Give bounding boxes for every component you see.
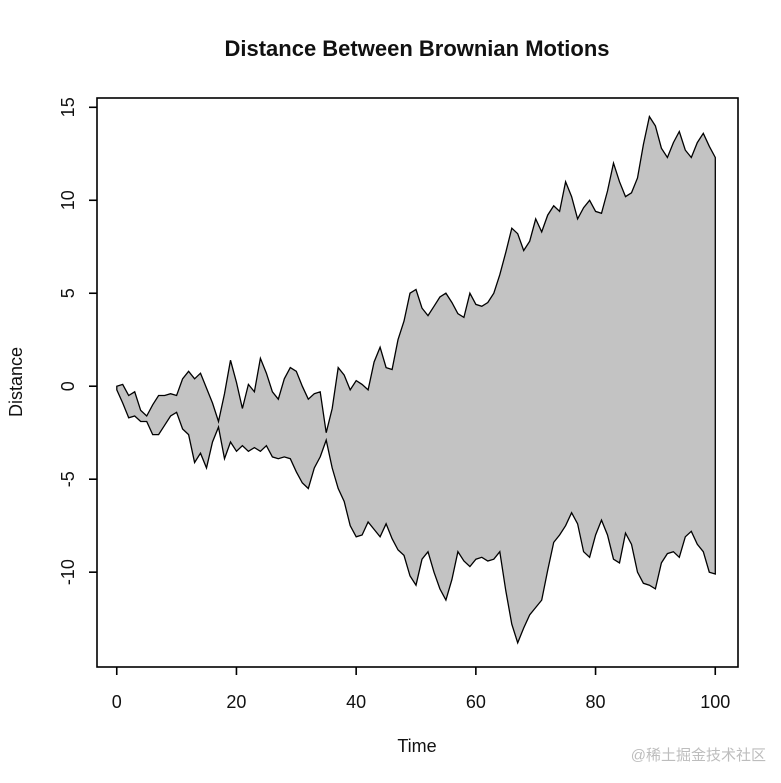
x-axis-label: Time (397, 736, 436, 756)
y-axis-ticks: -10 -5 0 5 10 15 (58, 97, 97, 585)
x-tick-label: 100 (700, 692, 730, 712)
y-axis-label: Distance (6, 347, 26, 417)
y-tick-label: 5 (58, 288, 78, 298)
y-tick-label: 0 (58, 381, 78, 391)
watermark: @稀土掘金技术社区 (631, 747, 766, 764)
y-tick-label: -5 (58, 471, 78, 487)
x-tick-label: 20 (226, 692, 246, 712)
y-tick-label: 15 (58, 97, 78, 117)
x-tick-label: 0 (112, 692, 122, 712)
x-tick-label: 60 (466, 692, 486, 712)
x-tick-label: 40 (346, 692, 366, 712)
chart-title: Distance Between Brownian Motions (224, 36, 609, 61)
brownian-band-polygon (116, 114, 716, 645)
x-axis-ticks: 0 20 40 60 80 100 (112, 667, 730, 712)
plot-box (96, 97, 739, 668)
y-tick-label: 10 (58, 190, 78, 210)
y-tick-label: -10 (58, 559, 78, 585)
x-tick-label: 80 (586, 692, 606, 712)
